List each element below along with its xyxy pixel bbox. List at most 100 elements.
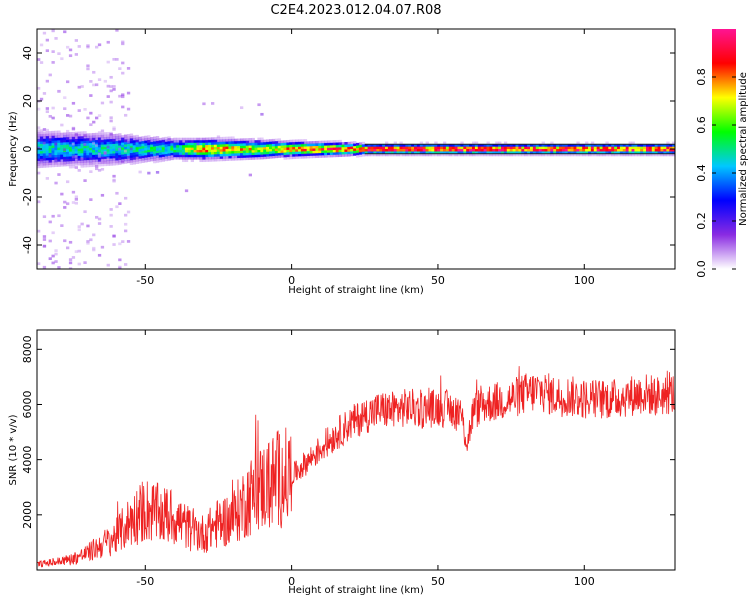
spectrogram-cell [211, 139, 215, 143]
spectrogram-cell [39, 153, 44, 156]
spectrogram-cell [147, 147, 151, 150]
spectrogram-cell [86, 147, 90, 151]
spectrogram-cell [269, 151, 273, 154]
spectrogram-cell [83, 155, 87, 158]
spectrogram-cell [492, 151, 496, 154]
spectrogram-cell [242, 140, 247, 144]
spectrogram-cell [657, 146, 661, 150]
spectrogram-cell [202, 102, 206, 106]
spectrogram-cell [370, 151, 374, 154]
spectrogram-cell [42, 131, 47, 135]
spectrogram-cell [187, 156, 192, 160]
spectrogram-cell [213, 139, 218, 143]
spectrogram-cell [132, 137, 136, 141]
spectrogram-cell [118, 140, 122, 144]
spectrogram-cell [77, 131, 81, 135]
spectrogram-cell [68, 48, 73, 52]
spectrogram-cell [80, 133, 84, 137]
spectrogram-cell [556, 143, 560, 147]
spectrogram-cell [37, 139, 41, 142]
spectrogram-cell [63, 156, 67, 160]
spectrogram-cell [199, 142, 203, 146]
spectrogram-cell [344, 151, 348, 155]
spectrogram-cell [68, 132, 73, 135]
spectrogram-cell [37, 143, 41, 147]
spectrogram-cell [521, 148, 525, 152]
spectrogram-cell [86, 67, 90, 71]
spectrogram-cell [576, 141, 580, 145]
spectrogram-cell [176, 156, 180, 160]
spectrogram-cell [89, 135, 93, 139]
spectrogram-cell [208, 159, 212, 162]
spectrogram-cell [213, 149, 218, 152]
spectrogram-cell [42, 141, 47, 145]
spectrogram-cell [480, 143, 484, 147]
spectrogram-cell [631, 153, 635, 157]
spectrogram-cell [54, 164, 58, 167]
spectrogram-cell [121, 149, 125, 153]
spectrogram-cell [242, 152, 247, 156]
spectrogram-cell [109, 143, 113, 147]
spectrogram-cell [521, 151, 525, 154]
spectrogram-cell [231, 136, 235, 140]
spectrogram-cell [588, 153, 592, 157]
spectrogram-cell [254, 152, 258, 155]
spectrogram-cell [353, 148, 357, 151]
spectrogram-cell [335, 149, 339, 153]
spectrogram-cell [283, 142, 287, 146]
spectrogram-cell [498, 148, 502, 152]
spectrogram-cell [231, 150, 235, 154]
spectrogram-cell [385, 148, 389, 152]
spectrogram-cell [477, 146, 482, 150]
spectrogram-cell [63, 158, 67, 162]
spectrogram-cell [617, 148, 621, 152]
spectrogram-cell [83, 143, 87, 146]
spectrogram-cell [199, 154, 203, 158]
spectrogram-cell [147, 159, 151, 162]
spectrogram-cell [445, 153, 450, 157]
spectrogram-cell [57, 214, 61, 218]
spectrogram-cell [318, 150, 322, 154]
spectrogram-cell [637, 153, 641, 157]
spectrogram-cell [97, 217, 102, 221]
spectrogram-cell [202, 154, 206, 158]
spectrogram-cell [364, 148, 368, 152]
spectrogram-cell [266, 139, 270, 143]
spectrogram-cell [118, 162, 122, 165]
spectrogram-cell [501, 143, 505, 147]
spectrogram-cell [260, 156, 264, 160]
spectrogram-cell [202, 140, 206, 143]
spectrogram-cell [292, 141, 296, 145]
spectrogram-cell [434, 153, 438, 157]
spectrogram-cell [274, 141, 279, 144]
spectrogram-cell [254, 156, 258, 160]
spectrogram-cell [445, 143, 450, 147]
spectrogram-cell [385, 141, 389, 145]
spectrogram-cell [234, 155, 238, 159]
spectrogram-cell [112, 143, 116, 147]
spectrogram-cell [66, 156, 70, 160]
spectrogram-cell [184, 137, 189, 141]
spectrogram-cell [57, 52, 61, 55]
spectrogram-cell [289, 156, 293, 160]
spectrogram-cell [379, 148, 383, 152]
spectrogram-cell [179, 137, 183, 141]
spectrogram-cell [109, 85, 113, 88]
spectrogram-cell [324, 152, 328, 156]
spectrogram-cell [509, 146, 513, 150]
spectrogram-cell [51, 50, 55, 53]
spectrogram-cell [660, 143, 664, 147]
spectrogram-cell [416, 153, 421, 157]
spectrogram-cell [51, 164, 55, 168]
spectrogram-cell [138, 153, 142, 157]
spectrogram-cell [54, 135, 58, 139]
spectrogram-cell [608, 151, 612, 154]
spectrogram-cell [286, 142, 290, 146]
spectrogram-cell [126, 158, 131, 161]
spectrogram-cell [121, 137, 125, 141]
spectrogram-cell [242, 138, 247, 141]
spectrogram-cell [521, 143, 525, 147]
spectrogram-cell [648, 143, 653, 147]
spectrogram-cell [80, 138, 84, 142]
